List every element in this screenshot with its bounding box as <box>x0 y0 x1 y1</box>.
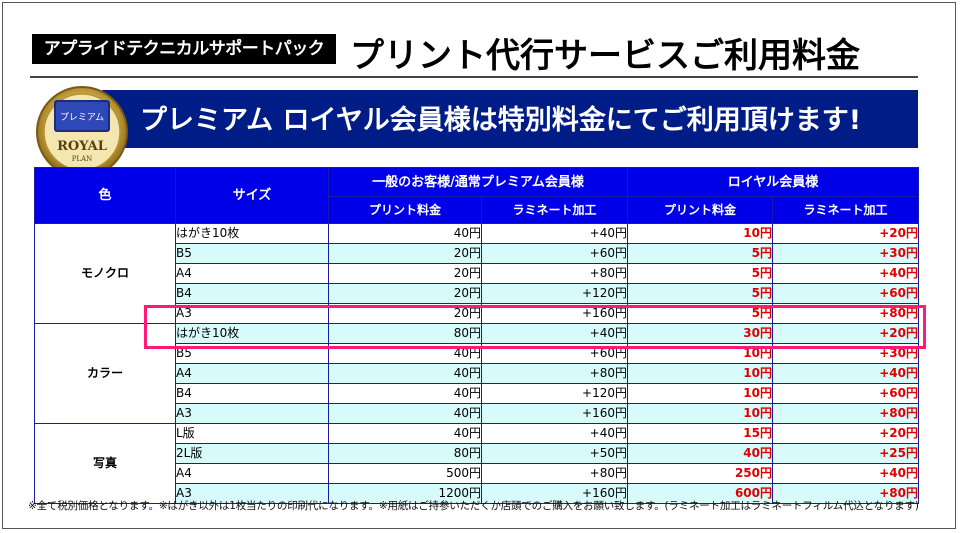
header-royal: ロイヤル会員様 <box>627 167 919 197</box>
title-divider <box>30 76 918 78</box>
royal-laminate-cell: +60円 <box>772 283 919 304</box>
print-fee-cell: 1200円 <box>328 483 482 504</box>
print-fee-cell: 40円 <box>328 403 482 424</box>
laminate-cell: +40円 <box>481 223 628 244</box>
print-fee-cell: 40円 <box>328 423 482 444</box>
royal-print-fee-cell: 30円 <box>627 323 773 344</box>
laminate-cell: +160円 <box>481 403 628 424</box>
card-brand-plan: PLAN <box>72 155 93 163</box>
size-cell: B4 <box>175 383 329 404</box>
royal-laminate-cell: +40円 <box>772 263 919 284</box>
royal-laminate-cell: +25円 <box>772 443 919 464</box>
print-fee-cell: 20円 <box>328 303 482 324</box>
highlight-box <box>144 305 926 349</box>
royal-banner <box>102 90 918 148</box>
size-cell: 2L版 <box>175 443 329 464</box>
table-row: B5 20円 +60円 5円 +30円 <box>35 243 919 264</box>
table-row: 写真 L版 40円 +40円 15円 +20円 <box>34 423 919 504</box>
royal-print-fee-cell: 15円 <box>627 423 773 444</box>
header-print-fee: プリント料金 <box>328 196 482 224</box>
royal-laminate-cell: +40円 <box>772 363 919 384</box>
size-cell: L版 <box>175 423 329 444</box>
card-brand-royal: ROYAL <box>57 139 107 154</box>
royal-laminate-cell: +30円 <box>772 243 919 264</box>
royal-print-fee-cell: 5円 <box>627 283 773 304</box>
print-fee-cell: 500円 <box>328 463 482 484</box>
header-size: サイズ <box>175 167 329 224</box>
royal-laminate-cell: +20円 <box>772 423 919 444</box>
page-title: プリント代行サービスご利用料金 <box>350 36 860 76</box>
header-badge: アプライドテクニカルサポートパック <box>32 34 336 64</box>
price-table-body: モノクロ はがき10枚 40円 +40円 10円 +20円 B5 20円 +60円 5円 +30円 A… <box>34 223 919 504</box>
laminate-cell: +120円 <box>481 383 628 404</box>
size-cell: B5 <box>175 243 329 264</box>
royal-laminate-cell: +80円 <box>772 483 919 504</box>
royal-print-fee-cell: 10円 <box>627 383 773 404</box>
table-row: モノクロ はがき10枚 40円 +40円 10円 +20円 <box>34 223 919 324</box>
print-fee-cell: 20円 <box>328 243 482 264</box>
size-cell: A3 <box>175 403 329 424</box>
price-table: 色 サイズ 一般のお客様/通常プレミアム会員様 ロイヤル会員様 プリント料金 ラ… <box>34 167 919 504</box>
laminate-cell: +80円 <box>481 463 628 484</box>
print-fee-cell: 20円 <box>328 283 482 304</box>
table-row: A4 40円 +80円 10円 +40円 <box>35 363 919 384</box>
size-cell: A4 <box>175 363 329 384</box>
table-row: A4 500円 +80円 250円 +40円 <box>35 463 919 484</box>
size-cell: A4 <box>175 263 329 284</box>
laminate-cell: +120円 <box>481 283 628 304</box>
royal-print-fee-cell: 5円 <box>627 243 773 264</box>
header-laminate-royal: ラミネート加工 <box>772 196 919 224</box>
table-row: A4 20円 +80円 5円 +40円 <box>35 263 919 284</box>
footnote: ※全て税別価格となります。※はがき以外は1枚当たりの印刷代になります。※用紙はご… <box>28 500 919 512</box>
card-label: プレミアム <box>60 112 104 123</box>
royal-plan-card-icon: プレミアム ROYAL PLAN <box>36 86 128 178</box>
royal-laminate-cell: +20円 <box>772 323 919 344</box>
laminate-cell: +80円 <box>481 363 628 384</box>
laminate-cell: +160円 <box>481 483 628 504</box>
size-cell: A3 <box>175 303 329 324</box>
table-row: 2L版 80円 +50円 40円 +25円 <box>35 443 919 464</box>
header-laminate: ラミネート加工 <box>481 196 628 224</box>
royal-laminate-cell: +80円 <box>772 303 919 324</box>
print-fee-cell: 40円 <box>328 363 482 384</box>
royal-print-fee-cell: 40円 <box>627 443 773 464</box>
royal-print-fee-cell: 10円 <box>627 363 773 384</box>
table-row: A3 40円 +160円 10円 +80円 <box>35 403 919 424</box>
print-fee-cell: 20円 <box>328 263 482 284</box>
print-fee-cell: 80円 <box>328 323 482 344</box>
size-cell: B4 <box>175 283 329 304</box>
header-color: 色 <box>34 167 176 224</box>
royal-laminate-cell: +60円 <box>772 383 919 404</box>
laminate-cell: +50円 <box>481 443 628 464</box>
group-label: 写真 <box>34 423 176 504</box>
size-cell: はがき10枚 <box>175 223 329 244</box>
laminate-cell: +40円 <box>481 423 628 444</box>
table-row: カラー はがき10枚 80円 +40円 30円 +20円 <box>34 323 919 424</box>
royal-print-fee-cell: 10円 <box>627 403 773 424</box>
royal-laminate-cell: +20円 <box>772 223 919 244</box>
royal-laminate-cell: +40円 <box>772 463 919 484</box>
print-fee-cell: 40円 <box>328 223 482 244</box>
size-cell: はがき10枚 <box>175 323 329 344</box>
laminate-cell: +160円 <box>481 303 628 324</box>
header-print-fee-royal: プリント料金 <box>627 196 773 224</box>
royal-print-fee-cell: 5円 <box>627 263 773 284</box>
royal-print-fee-cell: 10円 <box>627 223 773 244</box>
laminate-cell: +80円 <box>481 263 628 284</box>
header-general: 一般のお客様/通常プレミアム会員様 <box>328 167 628 197</box>
royal-laminate-cell: +80円 <box>772 403 919 424</box>
group-label: モノクロ <box>34 223 176 324</box>
table-row: A3 1200円 +160円 600円 +80円 <box>35 483 919 504</box>
print-fee-cell: 40円 <box>328 383 482 404</box>
print-fee-cell: 80円 <box>328 443 482 464</box>
size-cell: A4 <box>175 463 329 484</box>
laminate-cell: +60円 <box>481 243 628 264</box>
banner-headline: プレミアム ロイヤル会員様は特別料金にてご利用頂けます! <box>140 105 862 136</box>
royal-print-fee-cell: 250円 <box>627 463 773 484</box>
size-cell: A3 <box>175 483 329 504</box>
royal-print-fee-cell: 600円 <box>627 483 773 504</box>
table-row: B4 40円 +120円 10円 +60円 <box>35 383 919 404</box>
